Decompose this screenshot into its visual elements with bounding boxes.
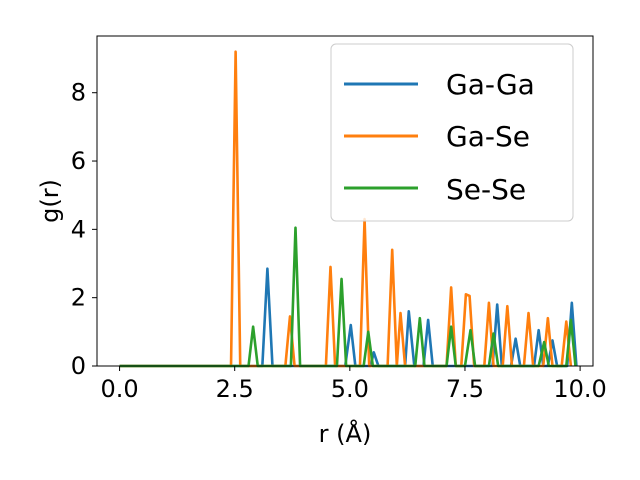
- legend-label-ga-ga: Ga-Ga: [446, 68, 535, 101]
- y-tick-label: 4: [71, 215, 86, 243]
- legend-label-ga-se: Ga-Se: [446, 120, 530, 153]
- x-tick-label: 0.0: [100, 375, 138, 403]
- x-axis: 0.0 2.5 5.0 7.5 10.0: [100, 366, 607, 403]
- y-axis-label: g(r): [36, 179, 64, 223]
- x-axis-label: r (Å): [319, 419, 372, 448]
- y-axis: 0 2 4 6 8: [71, 79, 97, 380]
- x-tick-label: 2.5: [216, 375, 254, 403]
- x-tick-label: 7.5: [446, 375, 484, 403]
- y-tick-label: 8: [71, 79, 86, 107]
- y-tick-label: 0: [71, 352, 86, 380]
- legend-box: [330, 43, 574, 222]
- x-tick-label: 5.0: [331, 375, 369, 403]
- y-tick-label: 6: [71, 147, 86, 175]
- x-tick-label: 10.0: [553, 375, 606, 403]
- plot-frame: [96, 35, 594, 367]
- legend-label-se-se: Se-Se: [446, 173, 526, 206]
- y-tick-label: 2: [71, 284, 86, 312]
- legend: Ga-Ga Ga-Se Se-Se: [330, 43, 574, 222]
